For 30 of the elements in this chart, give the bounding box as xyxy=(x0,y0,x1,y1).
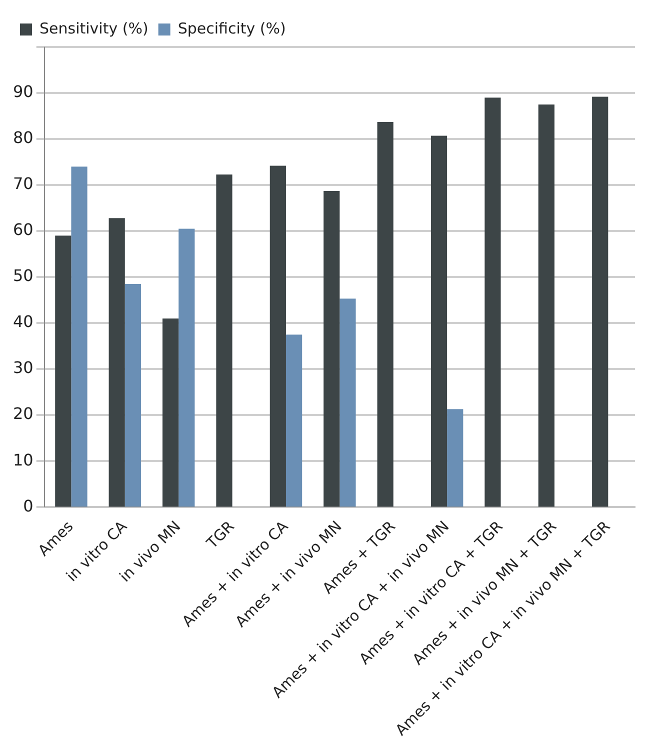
y-tick-label: 20 xyxy=(13,404,34,424)
bar xyxy=(124,284,142,507)
legend-label: Specificity (%) xyxy=(178,19,286,38)
bar xyxy=(377,122,394,507)
y-tick-label: 30 xyxy=(13,358,34,378)
bar xyxy=(162,318,179,507)
y-tick-label: 0 xyxy=(23,496,34,516)
bar xyxy=(340,298,356,507)
y-tick-label: 60 xyxy=(13,220,34,240)
y-tick-label: 40 xyxy=(13,312,34,332)
y-tick-label: 50 xyxy=(13,266,34,286)
bar xyxy=(270,166,286,507)
y-tick-label: 10 xyxy=(13,450,34,470)
bar xyxy=(55,236,72,507)
bar xyxy=(447,409,464,507)
bar xyxy=(71,166,88,507)
bar xyxy=(178,228,195,507)
y-tick-label: 80 xyxy=(13,128,34,148)
bar xyxy=(286,334,302,507)
bar xyxy=(324,191,340,507)
bar xyxy=(538,104,554,507)
bar xyxy=(216,174,232,507)
bar xyxy=(108,218,125,507)
bar xyxy=(484,98,501,507)
bar xyxy=(430,136,448,507)
bar xyxy=(592,96,608,507)
legend-label: Sensitivity (%) xyxy=(40,19,148,38)
x-tick-label: TGR xyxy=(202,517,238,553)
y-tick-label: 90 xyxy=(13,82,34,102)
y-tick-label: 70 xyxy=(13,174,34,194)
